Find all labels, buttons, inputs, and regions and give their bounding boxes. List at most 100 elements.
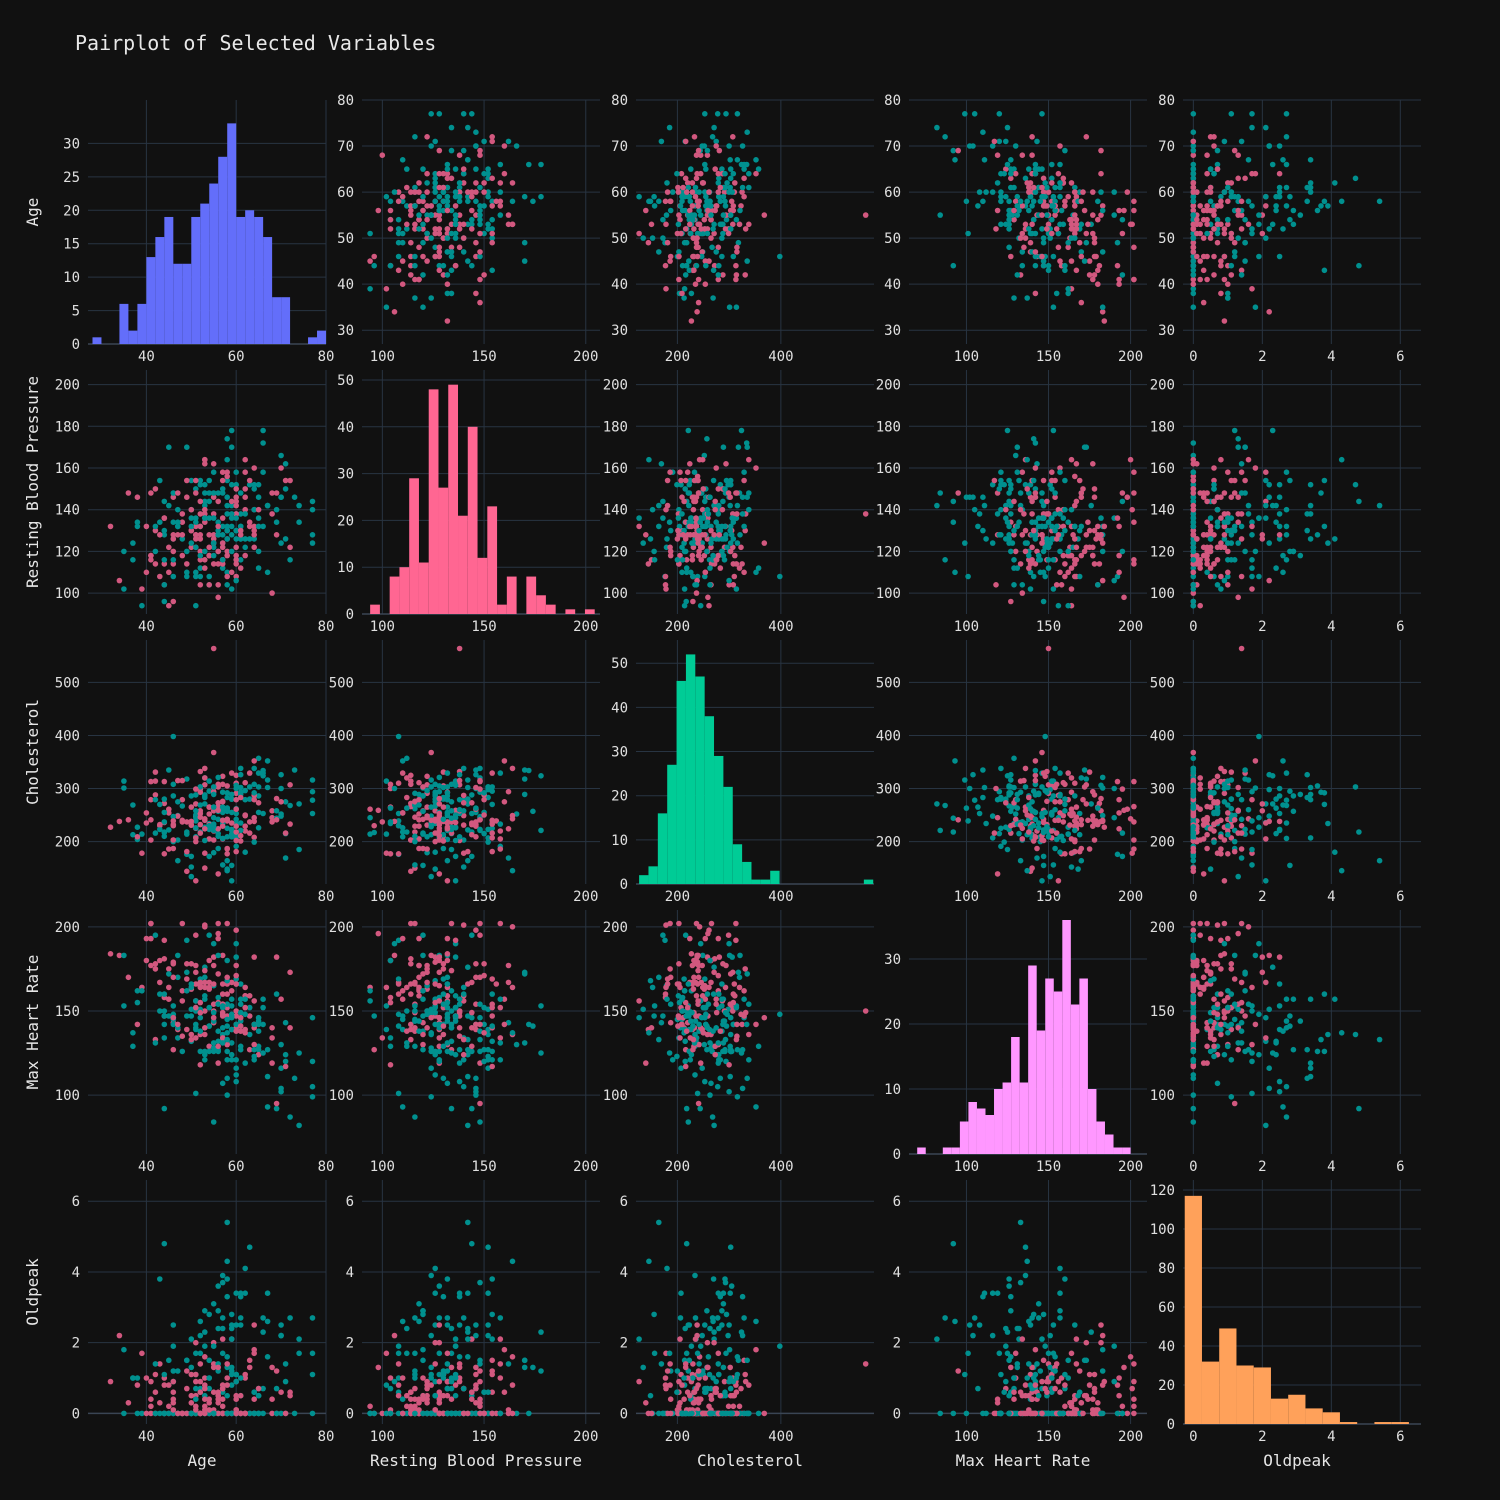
scatter-point bbox=[465, 157, 471, 163]
scatter-point bbox=[1235, 175, 1241, 182]
scatter-point bbox=[1021, 244, 1027, 251]
scatter-point bbox=[184, 868, 190, 875]
scatter-point bbox=[469, 111, 475, 117]
scatter-point bbox=[1001, 481, 1007, 488]
x-tick-label: 150 bbox=[1036, 349, 1061, 365]
scatter-point bbox=[251, 523, 257, 530]
scatter-point bbox=[224, 1030, 230, 1036]
scatter-point bbox=[989, 143, 996, 149]
x-tick-label: 400 bbox=[768, 349, 793, 365]
scatter-point bbox=[1332, 180, 1338, 186]
scatter-point bbox=[955, 147, 961, 154]
scatter-point bbox=[1040, 598, 1047, 605]
scatter-point bbox=[452, 221, 459, 228]
scatter-point bbox=[1011, 295, 1017, 301]
scatter-point bbox=[1190, 226, 1197, 232]
scatter-point bbox=[1235, 540, 1241, 546]
scatter-point bbox=[1207, 523, 1214, 530]
scatter-point bbox=[998, 221, 1004, 228]
scatter-point bbox=[161, 582, 168, 588]
scatter-point bbox=[1091, 561, 1098, 567]
scatter-point bbox=[1044, 798, 1050, 805]
scatter-point bbox=[448, 175, 455, 182]
scatter-point bbox=[219, 557, 226, 563]
histogram-bar bbox=[191, 216, 201, 344]
scatter-point bbox=[242, 849, 248, 855]
scatter-point bbox=[1017, 502, 1024, 509]
scatter-point bbox=[184, 776, 190, 782]
scatter-point bbox=[424, 216, 430, 223]
scatter-point bbox=[1221, 878, 1228, 884]
scatter-point bbox=[1129, 221, 1135, 228]
scatter-point bbox=[428, 235, 435, 241]
scatter-point bbox=[179, 817, 186, 824]
scatter-point bbox=[727, 226, 734, 232]
x-tick-label: 4 bbox=[1327, 889, 1335, 905]
scatter-point bbox=[1098, 795, 1104, 802]
scatter-point bbox=[1235, 807, 1241, 814]
scatter-point bbox=[489, 216, 496, 223]
scatter-point bbox=[937, 490, 943, 496]
scatter-point bbox=[1321, 477, 1328, 484]
scatter-point bbox=[704, 519, 711, 525]
scatter-point bbox=[975, 523, 981, 530]
scatter-point bbox=[125, 974, 132, 981]
scatter-point bbox=[1027, 239, 1034, 246]
scatter-point bbox=[1238, 461, 1245, 467]
scatter-point bbox=[521, 776, 528, 782]
scatter-point bbox=[1190, 765, 1197, 772]
scatter-point bbox=[1062, 561, 1068, 567]
histogram-bar bbox=[119, 303, 129, 344]
scatter-point bbox=[228, 996, 235, 1002]
scatter-point bbox=[715, 180, 722, 186]
scatter-point bbox=[210, 552, 217, 559]
scatter-point bbox=[489, 235, 496, 241]
scatter-point bbox=[746, 221, 752, 228]
scatter-point bbox=[269, 1060, 275, 1066]
scatter-point bbox=[489, 848, 496, 855]
scatter-point bbox=[734, 1021, 740, 1028]
scatter-point bbox=[699, 249, 705, 255]
scatter-point bbox=[1131, 557, 1137, 563]
scatter-point bbox=[399, 829, 406, 835]
scatter-point bbox=[1050, 586, 1057, 592]
scatter-point bbox=[215, 871, 221, 877]
scatter-point bbox=[1307, 784, 1314, 791]
scatter-point bbox=[184, 548, 190, 555]
scatter-point bbox=[738, 427, 745, 434]
scatter-point bbox=[197, 1028, 204, 1034]
scatter-point bbox=[408, 956, 414, 962]
scatter-point bbox=[166, 602, 172, 609]
x-tick-label: 150 bbox=[1036, 619, 1061, 635]
scatter-point bbox=[1032, 758, 1039, 764]
scatter-point bbox=[1014, 272, 1021, 278]
scatter-point bbox=[1238, 846, 1245, 852]
scatter-point bbox=[219, 952, 226, 959]
scatter-point bbox=[636, 193, 642, 200]
scatter-point bbox=[955, 490, 961, 496]
scatter-point bbox=[694, 1090, 701, 1097]
scatter-point bbox=[436, 810, 443, 817]
scatter-point bbox=[224, 825, 230, 832]
scatter-point bbox=[703, 193, 709, 200]
scatter-point bbox=[269, 490, 275, 496]
scatter-point bbox=[161, 956, 168, 962]
scatter-point bbox=[1072, 203, 1078, 209]
scatter-point bbox=[444, 175, 451, 182]
scatter-point bbox=[1011, 527, 1017, 534]
scatter-point bbox=[694, 573, 701, 580]
scatter-point bbox=[1019, 249, 1026, 255]
scatter-point bbox=[1078, 253, 1085, 260]
scatter-point bbox=[1242, 239, 1248, 246]
scatter-point bbox=[440, 804, 447, 810]
scatter-point bbox=[1204, 519, 1210, 525]
scatter-point bbox=[727, 212, 734, 218]
scatter-point bbox=[197, 548, 204, 555]
scatter-point bbox=[1290, 207, 1297, 214]
scatter-point bbox=[676, 276, 682, 283]
scatter-point bbox=[1249, 230, 1255, 237]
scatter-point bbox=[1211, 498, 1217, 505]
scatter-point bbox=[1238, 523, 1245, 530]
scatter-point bbox=[724, 1011, 730, 1018]
scatter-point bbox=[697, 519, 703, 525]
